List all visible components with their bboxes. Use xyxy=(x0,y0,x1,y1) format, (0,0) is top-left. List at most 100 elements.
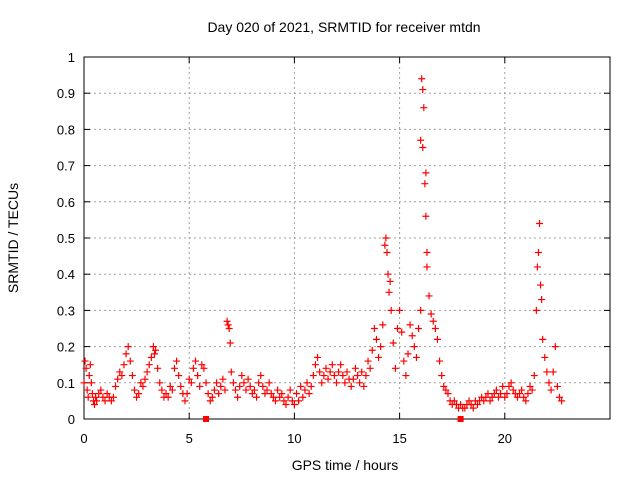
data-point xyxy=(558,397,566,405)
data-point xyxy=(81,357,89,365)
data-point xyxy=(198,361,206,369)
data-point xyxy=(520,393,528,401)
data-point xyxy=(91,401,99,409)
data-point xyxy=(99,393,107,401)
data-point xyxy=(158,386,166,394)
data-point xyxy=(156,379,164,387)
data-point xyxy=(192,357,200,365)
data-point xyxy=(166,382,174,390)
data-point xyxy=(368,346,376,354)
data-point xyxy=(137,379,145,387)
data-point xyxy=(534,248,542,256)
data-point xyxy=(400,357,408,365)
data-point xyxy=(226,339,234,347)
data-point xyxy=(393,325,401,332)
data-point xyxy=(280,397,288,405)
data-point xyxy=(419,144,427,151)
data-point xyxy=(330,372,338,380)
data-point xyxy=(217,382,225,390)
data-point xyxy=(347,382,355,390)
data-point xyxy=(469,404,477,412)
data-point xyxy=(406,321,414,329)
data-point xyxy=(423,248,431,256)
data-point xyxy=(528,386,536,394)
data-point xyxy=(417,306,425,314)
data-point xyxy=(442,386,450,394)
data-point xyxy=(427,310,435,318)
data-point xyxy=(362,372,370,380)
data-point xyxy=(107,397,115,405)
data-point xyxy=(543,368,551,376)
data-point xyxy=(288,397,296,405)
data-point xyxy=(168,386,176,394)
data-point xyxy=(537,281,545,289)
data-point xyxy=(505,382,513,390)
data-point xyxy=(206,397,214,405)
data-point xyxy=(293,390,301,398)
data-point xyxy=(490,390,498,398)
data-point xyxy=(154,364,162,372)
data-point xyxy=(303,379,311,387)
data-point xyxy=(384,270,392,278)
data-point xyxy=(282,401,290,409)
data-point xyxy=(286,386,294,394)
data-point xyxy=(418,75,426,83)
data-point xyxy=(422,212,430,220)
data-point xyxy=(271,397,279,405)
data-point xyxy=(536,220,544,228)
y-tick-label: 0.1 xyxy=(57,376,75,391)
data-point xyxy=(229,379,237,387)
data-point xyxy=(225,325,233,332)
data-point xyxy=(204,390,212,398)
data-point xyxy=(494,393,502,401)
data-point xyxy=(553,382,561,390)
data-point xyxy=(278,390,286,398)
data-point xyxy=(248,390,256,398)
x-tick-label: 0 xyxy=(80,431,87,446)
data-point xyxy=(301,386,309,394)
data-point xyxy=(210,386,218,394)
data-point xyxy=(318,379,326,387)
data-point xyxy=(221,386,229,394)
data-point xyxy=(457,401,465,409)
data-point xyxy=(436,357,444,365)
data-point xyxy=(526,382,534,390)
data-point xyxy=(412,353,420,361)
data-point xyxy=(86,361,94,369)
data-point xyxy=(83,386,91,394)
data-point xyxy=(328,361,336,369)
data-point xyxy=(265,379,273,387)
data-point xyxy=(185,375,193,383)
data-point xyxy=(246,382,254,390)
data-point xyxy=(238,372,246,380)
chart-title: Day 020 of 2021, SRMTID for receiver mtd… xyxy=(207,19,480,35)
data-point xyxy=(444,390,452,398)
ticks: 00.10.20.30.40.50.60.70.80.910 5 10 15 20 xyxy=(57,50,610,446)
data-point xyxy=(343,368,351,376)
data-point xyxy=(231,386,239,394)
data-point xyxy=(295,397,303,405)
data-point xyxy=(150,350,158,358)
data-point xyxy=(356,379,364,387)
data-point xyxy=(326,368,334,376)
data-point xyxy=(257,372,265,380)
data-point xyxy=(92,393,100,401)
data-point xyxy=(84,393,92,401)
data-point xyxy=(538,296,546,304)
data-point xyxy=(215,390,223,398)
data-point xyxy=(202,379,210,387)
data-point xyxy=(396,306,404,314)
data-point xyxy=(351,364,359,372)
data-point xyxy=(358,368,366,376)
y-tick-label: 0.3 xyxy=(57,303,75,318)
x-tick-label: 15 xyxy=(392,431,406,446)
data-point xyxy=(524,390,532,398)
data-point xyxy=(381,241,389,249)
data-point xyxy=(164,393,172,401)
data-point xyxy=(253,393,261,401)
data-point xyxy=(242,386,250,394)
data-point xyxy=(194,372,202,380)
data-point xyxy=(189,364,197,372)
data-point xyxy=(473,401,481,409)
